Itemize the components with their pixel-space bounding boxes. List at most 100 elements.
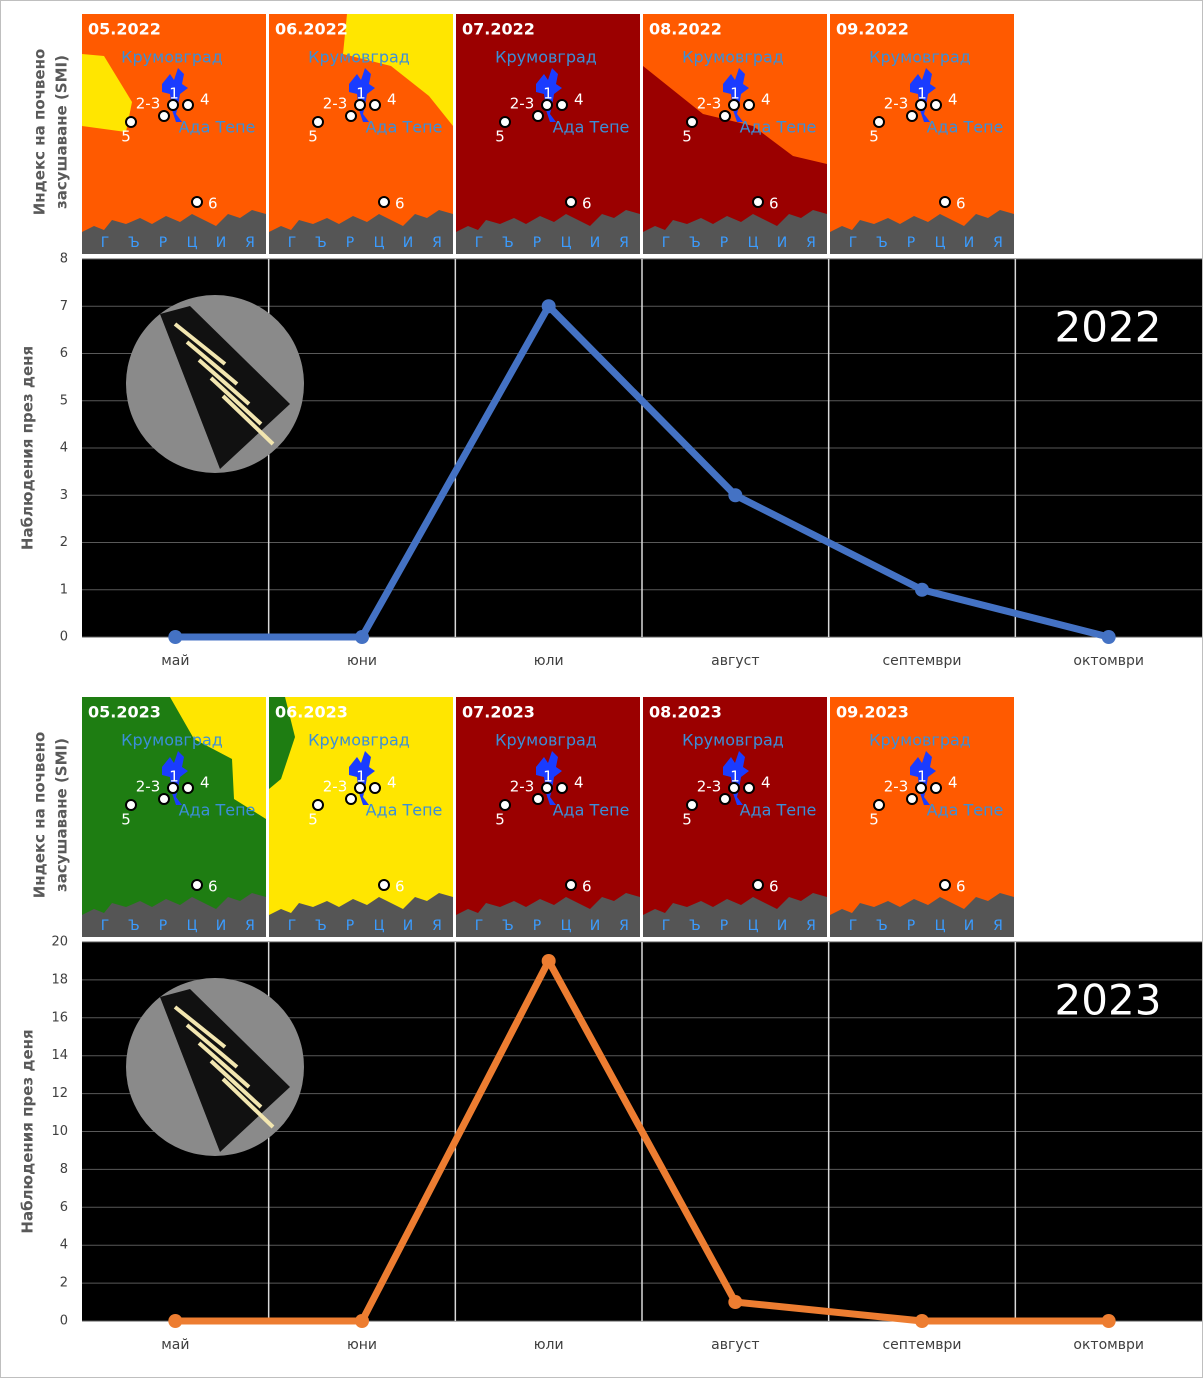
scale-letter: Ц <box>187 918 198 934</box>
map-background <box>456 697 640 937</box>
scale-letter: Ъ <box>876 918 888 934</box>
scale-letter: Ц <box>374 235 385 251</box>
town-label: Крумовград <box>121 731 223 750</box>
site-dot <box>182 782 194 794</box>
site-label: 2-3 <box>884 778 909 796</box>
scale-letter: Р <box>533 918 541 934</box>
scale-letter: Г <box>849 918 858 934</box>
y-tick-label: 8 <box>60 1162 68 1177</box>
town-label: Ада Тепе <box>179 801 256 820</box>
scale-letter: Г <box>101 235 110 251</box>
site-label: 2-3 <box>323 95 348 113</box>
reservoir <box>349 751 375 805</box>
site-label: 1 <box>543 768 553 786</box>
site-label: 6 <box>395 878 405 896</box>
scale-letter: Ц <box>374 918 385 934</box>
site-dot <box>532 110 544 122</box>
scale-letter: Ъ <box>128 918 140 934</box>
town-label: Ада Тепе <box>179 118 256 137</box>
photo-stripe <box>173 322 227 366</box>
scale-letter: Р <box>533 235 541 251</box>
scale-letter: Г <box>475 235 484 251</box>
site-dot <box>499 116 511 128</box>
map-date: 07.2022 <box>462 20 535 39</box>
town-label: Крумовград <box>495 48 597 67</box>
site-dot <box>378 879 390 891</box>
reservoir <box>536 751 562 805</box>
y-tick-label: 7 <box>60 299 68 314</box>
site-label: 5 <box>682 128 692 146</box>
scale-letter: Я <box>619 235 629 251</box>
scale-letter: Я <box>245 235 255 251</box>
site-dot <box>728 99 740 111</box>
town-label: Ада Тепе <box>927 801 1004 820</box>
town-label: Ада Тепе <box>927 118 1004 137</box>
data-point <box>728 488 743 503</box>
terrain <box>643 893 827 937</box>
photo-stripe <box>185 340 239 386</box>
data-point <box>355 1314 369 1328</box>
y-tick-label: 2 <box>60 535 68 550</box>
scale-letter: Ъ <box>689 918 701 934</box>
site-dot <box>354 782 366 794</box>
site-label: 2-3 <box>323 778 348 796</box>
scale-letter: Я <box>993 235 1003 251</box>
scale-letter: Я <box>993 918 1003 934</box>
site-label: 4 <box>387 774 397 792</box>
x-tick-label: юни <box>347 653 377 669</box>
terrain <box>456 893 640 937</box>
scale-letter: И <box>964 235 974 251</box>
y-tick-label: 8 <box>60 252 68 267</box>
site-label: 6 <box>208 195 218 213</box>
site-dot <box>915 99 927 111</box>
map-date: 07.2023 <box>462 703 535 722</box>
map-date: 08.2022 <box>649 20 722 39</box>
site-label: 1 <box>543 85 553 103</box>
scale-letter: И <box>216 235 226 251</box>
terrain <box>456 210 640 254</box>
x-tick-label: октомври <box>1073 1337 1144 1353</box>
site-dot <box>743 782 755 794</box>
site-label: 1 <box>917 85 927 103</box>
map-patch <box>269 697 295 789</box>
town-label: Крумовград <box>495 731 597 750</box>
reservoir <box>349 68 375 122</box>
site-label: 1 <box>356 85 366 103</box>
map-background <box>456 14 640 254</box>
scale-letter: И <box>403 235 413 251</box>
site-dot <box>499 799 511 811</box>
scale-letter: Ц <box>561 918 572 934</box>
town-label: Ада Тепе <box>740 801 817 820</box>
site-label: 1 <box>730 768 740 786</box>
scale-letter: Ъ <box>315 235 327 251</box>
data-point <box>1101 1314 1116 1328</box>
site-dot <box>532 793 544 805</box>
site-dot <box>182 99 194 111</box>
scale-letter: Ц <box>935 918 946 934</box>
scale-letter: Р <box>907 235 915 251</box>
site-label: 5 <box>682 811 692 829</box>
photo-stripe <box>173 1005 227 1049</box>
map-axis-title: Индекс на почвено <box>31 49 49 216</box>
scale-letter: И <box>216 918 226 934</box>
town-label: Ада Тепе <box>553 801 630 820</box>
site-dot <box>873 799 885 811</box>
site-dot <box>728 782 740 794</box>
site-label: 1 <box>356 768 366 786</box>
scale-letter: И <box>777 235 787 251</box>
site-dot <box>939 196 951 208</box>
scale-letter: Ъ <box>502 235 514 251</box>
site-dot <box>719 110 731 122</box>
site-dot <box>752 196 764 208</box>
site-label: 2-3 <box>697 778 722 796</box>
scale-letter: Я <box>245 918 255 934</box>
scale-letter: Ц <box>935 235 946 251</box>
scale-letter: Ц <box>187 235 198 251</box>
map-date: 08.2023 <box>649 703 722 722</box>
photo-stripe <box>209 376 263 426</box>
site-label: 4 <box>574 91 584 109</box>
photo-stripe <box>197 358 251 406</box>
